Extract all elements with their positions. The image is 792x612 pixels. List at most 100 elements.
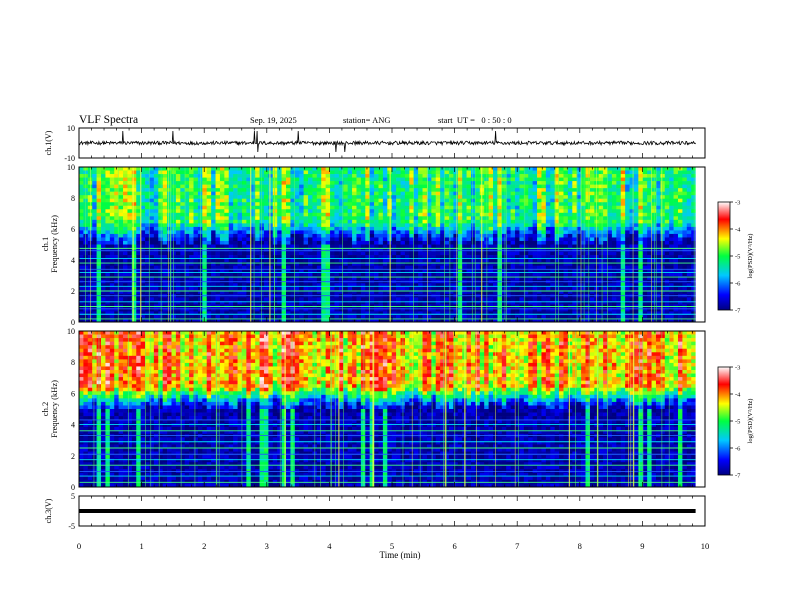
spectrogram-cell [382, 191, 388, 196]
spectrogram-cell [149, 212, 155, 217]
spectrogram-cell [123, 297, 128, 302]
spectrogram-cell [418, 286, 423, 291]
spectrogram-cell [286, 255, 291, 259]
spectrogram-cell [246, 286, 252, 291]
spectrogram-cell [241, 205, 247, 210]
spectrogram-cell [272, 237, 278, 242]
spectrogram-cell [263, 248, 269, 252]
spectrogram-cell [149, 205, 155, 210]
spectrogram-cell [559, 202, 564, 207]
spectrogram-cell [206, 167, 212, 171]
spectrogram-cell [316, 244, 322, 249]
spectrogram-cell [140, 258, 146, 263]
spectrogram-cell [356, 300, 362, 305]
spectrogram-cell [101, 283, 106, 288]
spectrogram-cell [440, 233, 445, 238]
spectrogram-cell [537, 188, 542, 193]
spectrogram-cell [193, 300, 199, 305]
spectrogram-cell [493, 233, 498, 238]
spectrogram-cell [101, 244, 106, 249]
spectrogram-cell [493, 195, 498, 200]
spectrogram-cell [431, 255, 437, 259]
spectrogram-cell [470, 318, 476, 323]
spectrogram-cell [167, 233, 172, 238]
spectrogram-cell [233, 244, 238, 249]
spectrogram-cell [356, 244, 362, 249]
spectrogram-cell [356, 237, 362, 242]
spectrogram-cell [263, 170, 269, 175]
spectrogram-cell [510, 202, 516, 207]
spectrogram-cell [180, 184, 186, 189]
spectrogram-cell [294, 181, 300, 185]
spectrogram-cell [325, 177, 331, 182]
spectrogram-cell [118, 198, 124, 203]
spectrogram-cell [396, 290, 401, 295]
spectrogram-cell [378, 314, 384, 319]
spectrogram-cell [224, 262, 230, 266]
spectrogram-cell [484, 297, 489, 302]
spectrogram-cell [92, 251, 97, 256]
spectrogram-cell [87, 226, 93, 231]
spectrogram-cell [523, 307, 529, 312]
spectrogram-cell [241, 276, 247, 281]
spectrogram-cell [404, 223, 410, 228]
spectrogram-cell [158, 244, 164, 249]
spectrogram-cell [462, 251, 467, 256]
spectrogram-cell [136, 307, 142, 312]
spectrogram-cell [303, 307, 309, 312]
spectrogram-cell [189, 272, 194, 277]
spectrogram-cell [369, 314, 375, 319]
spectrogram-cell [462, 262, 467, 266]
spectrogram-cell [118, 226, 124, 231]
spectrogram-cell [334, 177, 340, 182]
spectrogram-cell [563, 255, 569, 259]
spectrogram-cell [263, 167, 269, 171]
spectrogram-cell [444, 170, 450, 175]
spectrogram-cell [255, 269, 260, 274]
spectrogram-cell [510, 198, 516, 203]
spectrogram-cell [286, 191, 291, 196]
spectrogram-cell [409, 240, 415, 245]
spectrogram-cell [475, 223, 481, 228]
spectrogram-cell [184, 269, 190, 274]
spectrogram-cell [158, 188, 164, 193]
spectrogram-cell [136, 209, 142, 214]
spectrogram-cell [109, 195, 115, 200]
spectrogram-cell [523, 258, 529, 263]
spectrogram-cell [250, 195, 256, 200]
spectrogram-cell [360, 244, 366, 249]
spectrogram-cell [272, 170, 278, 175]
spectrogram-cell [396, 269, 401, 274]
spectrogram-cell [153, 233, 159, 238]
spectrogram-cell [308, 170, 313, 175]
spectrogram-cell [123, 205, 128, 210]
spectrogram-cell [101, 297, 106, 302]
spectrogram-cell [338, 223, 344, 228]
spectrogram-cell [233, 195, 238, 200]
spectrogram-cell [440, 167, 445, 171]
spectrogram-cell [224, 300, 230, 305]
spectrogram-cell [303, 276, 309, 281]
spectrogram-cell [224, 209, 230, 214]
spectrogram-cell [206, 272, 212, 277]
spectrogram-cell [510, 269, 516, 274]
spectrogram-cell [400, 191, 406, 196]
spectrogram-cell [202, 286, 208, 291]
spectrogram-cell [382, 258, 388, 263]
spectrogram-cell [378, 170, 384, 175]
spectrogram-cell [101, 230, 106, 235]
spectrogram-cell [475, 188, 481, 193]
spectrogram-cell [330, 269, 335, 274]
spectrogram-cell [118, 255, 124, 259]
spectrogram-cell [272, 167, 278, 171]
spectrogram-cell [559, 167, 564, 171]
spectrogram-cell [83, 283, 89, 288]
spectrogram-cell [92, 195, 97, 200]
spectrogram-cell [466, 170, 472, 175]
spectrogram-cell [92, 216, 97, 221]
spectrogram-cell [162, 237, 168, 242]
ch1-ytick-top: 10 [67, 124, 75, 133]
spectrogram-cell [180, 216, 186, 221]
spectrogram-cell [167, 311, 172, 316]
spectrogram-cell [444, 167, 450, 171]
